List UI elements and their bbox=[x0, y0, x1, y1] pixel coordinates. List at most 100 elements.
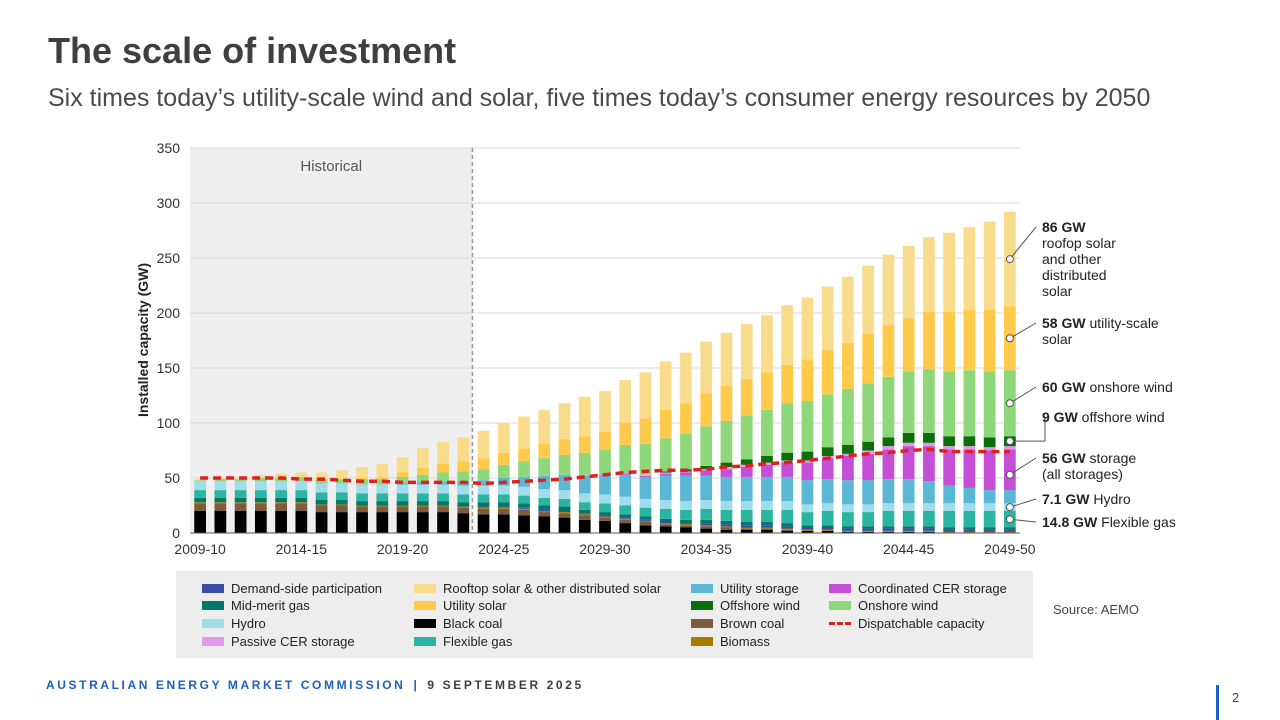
bar-passive-cer-storage bbox=[700, 469, 713, 471]
bar-hydro bbox=[740, 501, 753, 510]
bar-passive-cer-storage bbox=[882, 446, 895, 450]
bar-hydro bbox=[497, 485, 510, 495]
legend-swatch bbox=[829, 584, 851, 593]
bar-brown-coal bbox=[194, 503, 206, 511]
bar-brown-coal bbox=[214, 503, 227, 511]
bar-mid-merit-gas bbox=[558, 506, 571, 511]
bar-biomass bbox=[416, 505, 429, 507]
bar-onshore-wind bbox=[761, 409, 773, 456]
x-tick-label: 2024-25 bbox=[478, 541, 530, 557]
bar-flexible-gas bbox=[902, 511, 915, 527]
bar-mid-merit-gas bbox=[275, 497, 287, 503]
footer-separator: | bbox=[413, 678, 420, 692]
bar-utility-storage bbox=[882, 479, 895, 504]
bar-biomass bbox=[295, 502, 308, 504]
bar-utility-solar bbox=[700, 393, 713, 427]
bar-onshore-wind bbox=[214, 479, 227, 482]
bar-onshore-wind bbox=[963, 370, 976, 437]
annotation-marker bbox=[1005, 503, 1014, 512]
bar-flexible-gas bbox=[376, 493, 389, 502]
bar-flexible-gas bbox=[437, 493, 449, 502]
legend-item: Onshore wind bbox=[829, 598, 938, 613]
bar-demand-side-participation bbox=[801, 527, 814, 530]
bar-flexible-gas bbox=[700, 508, 713, 520]
bar-offshore-wind bbox=[720, 462, 733, 467]
bar-flexible-gas bbox=[781, 509, 794, 524]
bar-coordinated-cer-storage bbox=[923, 446, 935, 482]
bar-offshore-wind bbox=[923, 432, 935, 443]
bar-brown-coal bbox=[538, 512, 551, 517]
bar-biomass bbox=[619, 518, 632, 520]
x-tick-label: 2009-10 bbox=[174, 541, 226, 557]
bar-demand-side-participation bbox=[477, 506, 490, 508]
bar-biomass bbox=[538, 511, 551, 513]
bar-brown-coal bbox=[578, 515, 591, 520]
bar-onshore-wind bbox=[578, 452, 591, 475]
bar-flexible-gas bbox=[821, 511, 834, 526]
x-tick-label: 2039-40 bbox=[782, 541, 834, 557]
bar-onshore-wind bbox=[335, 479, 348, 484]
legend-item: Rooftop solar & other distributed solar bbox=[414, 581, 661, 596]
bar-onshore-wind bbox=[254, 478, 267, 482]
bar-biomass bbox=[821, 529, 834, 531]
bar-black-coal bbox=[214, 511, 227, 533]
annotation-marker bbox=[1005, 255, 1014, 264]
bar-rooftop-solar-other-distributed-solar bbox=[781, 305, 794, 365]
bar-biomass bbox=[700, 525, 713, 527]
bar-demand-side-participation bbox=[781, 526, 794, 529]
legend-item: Coordinated CER storage bbox=[829, 581, 1007, 596]
bar-flexible-gas bbox=[275, 490, 287, 498]
bar-utility-solar bbox=[659, 409, 672, 439]
bar-onshore-wind bbox=[862, 383, 875, 442]
bar-demand-side-participation bbox=[740, 525, 753, 528]
bar-brown-coal bbox=[680, 525, 692, 528]
bar-mid-merit-gas bbox=[356, 501, 368, 506]
bar-brown-coal bbox=[781, 529, 794, 531]
bar-flexible-gas bbox=[315, 492, 328, 500]
bar-mid-merit-gas bbox=[295, 497, 308, 503]
bar-onshore-wind bbox=[902, 371, 915, 433]
bar-utility-solar bbox=[457, 461, 470, 472]
annotation-marker bbox=[1005, 334, 1014, 343]
bar-black-coal bbox=[740, 529, 753, 533]
bar-black-coal bbox=[477, 514, 490, 533]
bar-hydro bbox=[943, 503, 956, 511]
bar-passive-cer-storage bbox=[923, 442, 935, 447]
bar-passive-cer-storage bbox=[801, 460, 814, 463]
bar-rooftop-solar-other-distributed-solar bbox=[356, 467, 368, 478]
bar-onshore-wind bbox=[659, 438, 672, 472]
bar-utility-solar bbox=[416, 468, 429, 475]
bar-mid-merit-gas bbox=[578, 509, 591, 514]
bar-offshore-wind bbox=[781, 452, 794, 461]
bar-flexible-gas bbox=[740, 509, 753, 522]
bar-coordinated-cer-storage bbox=[659, 473, 672, 476]
chart-legend: Demand-side participation Mid-merit gas Hy… bbox=[176, 571, 1033, 658]
bar-hydro bbox=[558, 490, 571, 499]
page-title: The scale of investment bbox=[48, 30, 457, 71]
bar-hydro bbox=[882, 503, 895, 511]
bar-demand-side-participation bbox=[518, 507, 530, 509]
bar-utility-solar bbox=[558, 439, 571, 455]
bar-hydro bbox=[254, 481, 267, 491]
bar-mid-merit-gas bbox=[335, 500, 348, 505]
bar-mid-merit-gas bbox=[943, 527, 956, 530]
bar-onshore-wind bbox=[477, 469, 490, 481]
bar-hydro bbox=[781, 501, 794, 510]
bar-mid-merit-gas bbox=[923, 526, 935, 529]
bar-biomass bbox=[902, 530, 915, 532]
bar-biomass bbox=[437, 505, 449, 507]
footer: AUSTRALIAN ENERGY MARKET COMMISSION | 9 SE… bbox=[46, 678, 584, 692]
bar-offshore-wind bbox=[983, 437, 996, 448]
annotation-marker bbox=[1005, 437, 1014, 446]
bar-utility-storage bbox=[842, 480, 854, 505]
bar-hydro bbox=[842, 504, 854, 513]
bar-rooftop-solar-other-distributed-solar bbox=[740, 324, 753, 379]
bar-rooftop-solar-other-distributed-solar bbox=[842, 276, 854, 343]
bar-black-coal bbox=[842, 531, 854, 533]
bar-mid-merit-gas bbox=[842, 526, 854, 529]
bar-flexible-gas bbox=[923, 511, 935, 527]
bar-offshore-wind bbox=[659, 471, 672, 473]
bar-hydro bbox=[234, 481, 247, 491]
bar-black-coal bbox=[356, 512, 368, 533]
bar-biomass bbox=[275, 502, 287, 504]
